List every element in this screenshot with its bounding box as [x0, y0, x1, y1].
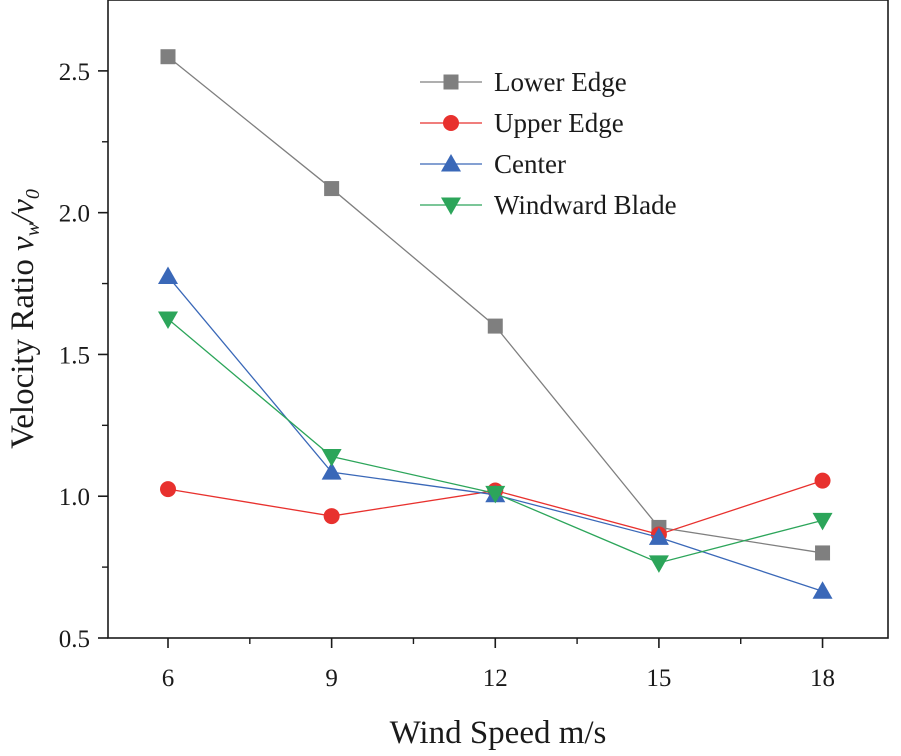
- data-point-center: [648, 527, 669, 545]
- data-point-windward-blade: [648, 555, 669, 573]
- data-point-upper-edge: [323, 508, 340, 525]
- data-point-lower-edge: [815, 545, 831, 561]
- y-axis-subscript-0: 0: [22, 189, 44, 199]
- data-point-windward-blade: [158, 311, 178, 329]
- legend-item-center: Center: [420, 149, 566, 179]
- x-tick-label: 12: [483, 665, 508, 692]
- data-point-center: [812, 581, 833, 599]
- data-point-lower-edge: [324, 181, 340, 197]
- legend-swatch-marker: [441, 197, 461, 215]
- y-axis-subscript-w: w: [22, 222, 44, 236]
- data-point-windward-blade: [485, 485, 506, 504]
- x-tick-label: 18: [810, 665, 835, 692]
- x-tick-label: 6: [162, 665, 175, 692]
- y-axis-symbol-v0: v: [5, 199, 41, 214]
- plot-frame: [107, 0, 889, 639]
- y-tick-label: 0.5: [59, 626, 90, 653]
- x-tick-label: 15: [646, 665, 671, 692]
- legend-item-upper-edge: Upper Edge: [420, 108, 624, 138]
- series-line-windward-blade: [167, 318, 823, 564]
- legend: Lower Edge Upper Edge Center Windward Blade: [420, 67, 677, 220]
- y-axis-title-text: Velocity Ratio: [5, 259, 41, 449]
- legend-swatch-marker: [443, 115, 459, 131]
- series-center: [158, 266, 833, 599]
- series-windward-blade: [158, 311, 833, 573]
- data-point-upper-edge: [160, 481, 176, 498]
- data-point-lower-edge: [160, 49, 176, 65]
- legend-label: Center: [494, 149, 566, 179]
- y-tick-label: 1.0: [59, 484, 90, 511]
- series: [158, 49, 833, 599]
- data-point-windward-blade: [812, 512, 833, 531]
- data-point-center: [158, 266, 178, 284]
- y-tick-label: 1.5: [59, 342, 90, 369]
- legend-label: Windward Blade: [494, 190, 677, 220]
- legend-label: Lower Edge: [494, 67, 627, 97]
- legend-swatch-marker: [443, 74, 459, 90]
- y-axis-title: Velocity Ratio vw/v0: [5, 189, 44, 449]
- x-tick-label: 9: [325, 665, 338, 692]
- legend-label: Upper Edge: [494, 108, 624, 138]
- legend-swatch-marker: [441, 154, 461, 172]
- y-axis-symbol-v: v: [5, 236, 41, 251]
- data-point-center: [321, 462, 342, 480]
- series-upper-edge: [160, 472, 831, 543]
- x-axis-title: Wind Speed m/s: [390, 715, 607, 751]
- y-axis-title-space: [5, 251, 41, 259]
- y-axis-slash: /: [5, 211, 41, 225]
- axes: [107, 0, 889, 639]
- y-tick-label: 2.5: [59, 59, 90, 86]
- ticks: 6 9 12 15 18 0.5 1.0 1.5 2.0 2.5: [59, 59, 835, 692]
- legend-item-windward-blade: Windward Blade: [420, 190, 677, 220]
- data-point-upper-edge: [814, 472, 831, 489]
- y-tick-label: 2.0: [59, 201, 90, 228]
- data-point-lower-edge: [487, 318, 503, 334]
- legend-item-lower-edge: Lower Edge: [420, 67, 627, 97]
- data-point-windward-blade: [321, 449, 342, 467]
